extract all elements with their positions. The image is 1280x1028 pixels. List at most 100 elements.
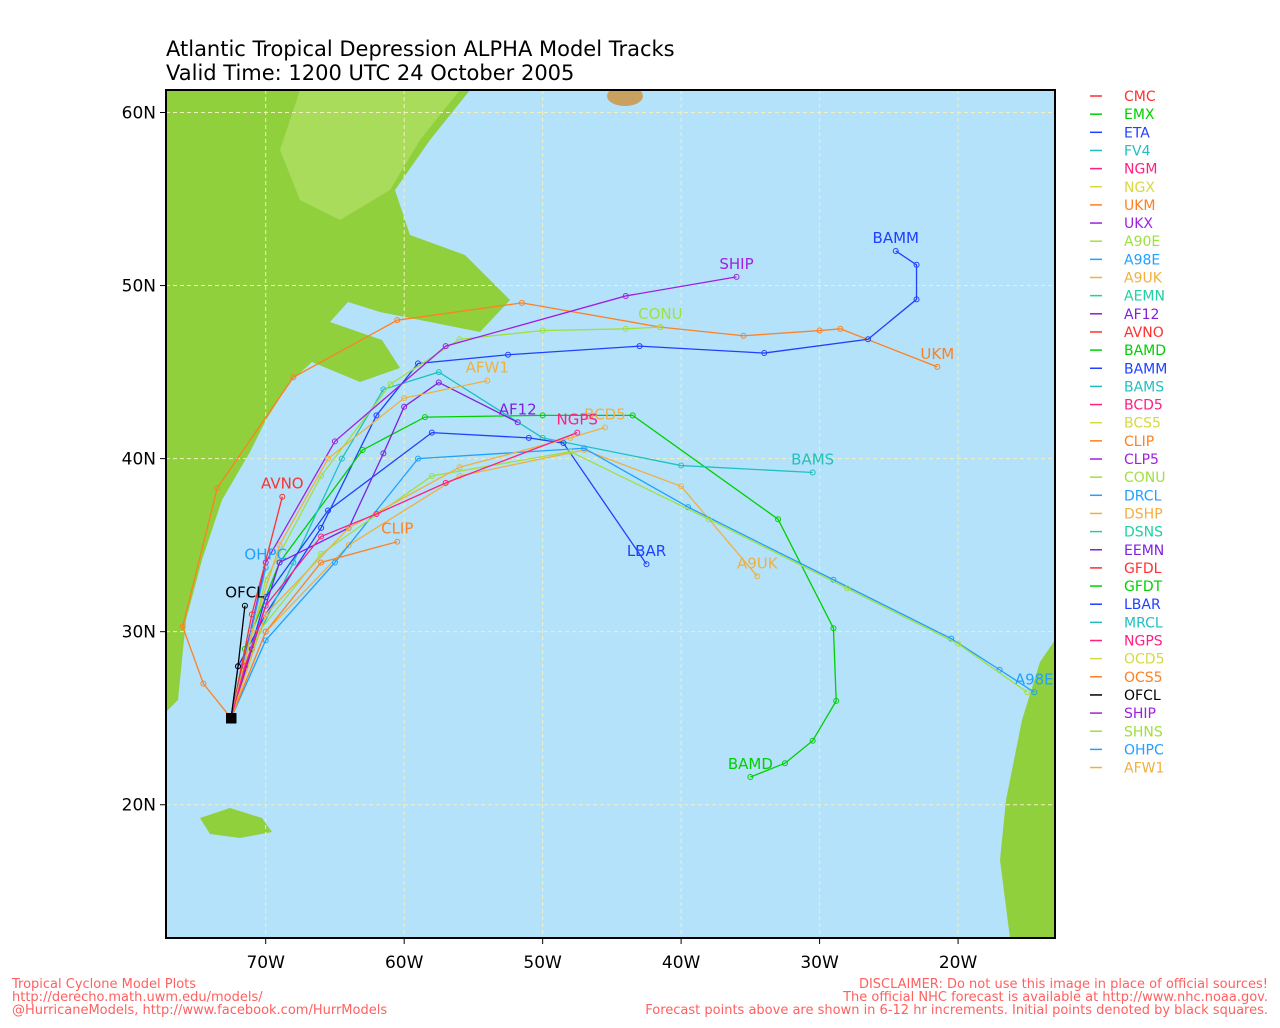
legend-label: CONU [1124,470,1166,486]
track-label: LBAR [627,542,666,560]
forecast-point [428,429,435,436]
forecast-point [241,602,248,609]
legend-label: BCD5 [1124,398,1163,414]
legend-label: MRCL [1124,615,1163,631]
legend-label: NGX [1124,180,1155,196]
initial-point [226,713,237,724]
track-line [230,431,648,719]
forecast-point [415,455,422,462]
track-label: A9UK [737,554,779,572]
legend-label: NGPS [1124,634,1163,650]
forecast-point [241,663,248,670]
legend-label: BCS5 [1124,416,1161,432]
forecast-point [262,637,269,644]
forecast-point [262,628,269,635]
track-line [230,432,578,719]
forecast-point [733,273,740,280]
forecast-point [518,299,525,306]
forecast-point [567,448,574,455]
forecast-point [401,403,408,410]
track-label: OFCL [225,584,265,602]
africa [1000,640,1055,938]
labrador [280,90,460,220]
forecast-point [318,524,325,531]
footer-right: DISCLAIMER: Do not use this image in pla… [859,977,1268,992]
track-label: BAMM [873,229,919,247]
forecast-point [456,464,463,471]
forecast-point [636,343,643,350]
legend-label: A90E [1124,234,1160,250]
legend-label: AEMN [1124,289,1165,305]
track-line [230,326,661,719]
track-line [230,541,398,719]
legend-label: CLIP [1124,434,1154,450]
forecast-point [581,445,588,452]
forecast-point [179,623,186,630]
x-tick-label: 40W [662,953,701,973]
forecast-point [394,538,401,545]
forecast-point [747,774,754,781]
footer-left: @HurricaneModels, http://www.facebook.co… [12,1003,387,1018]
forecast-point [525,434,532,441]
forecast-point [574,429,581,436]
forecast-point [318,533,325,540]
forecast-point [276,559,283,566]
forecast-point [622,292,629,299]
forecast-point [279,493,286,500]
legend-label: A9UK [1124,271,1163,287]
title: Atlantic Tropical Depression ALPHA Model… [166,37,675,61]
track-line [230,276,737,719]
ticks: 70W 60W 50W 40W 30W 20W 20N 30N 40N 50N 60N [122,103,978,973]
forecast-point [435,379,442,386]
legend-label: NGM [1124,162,1157,178]
forecast-point [345,542,352,549]
legend-label: BAMS [1124,379,1164,395]
forecast-point [833,697,840,704]
forecast-point [844,585,851,592]
forecast-point [338,455,345,462]
y-tick-label: 40N [122,450,156,470]
forecast-point [601,424,608,431]
forecast-point [816,327,823,334]
forecast-point [539,327,546,334]
forecast-point [394,317,401,324]
forecast-point [622,325,629,332]
forecast-point [359,446,366,453]
forecast-point [421,414,428,421]
track-label: NGPS [557,411,598,429]
legend-label: DSHP [1124,506,1163,522]
track-line [230,605,246,719]
north-america [166,90,510,712]
forecast-point [913,261,920,268]
track-line [181,302,938,719]
forecast-point [505,351,512,358]
track-label: BAMS [791,450,834,468]
land [166,90,1055,938]
forecast-point [248,628,255,635]
forecast-point [325,507,332,514]
forecast-point [514,419,521,426]
footer: Tropical Cyclone Model Plotshttp://derec… [11,977,1268,1018]
forecast-point [373,412,380,419]
legend-label: SHIP [1124,706,1156,722]
forecast-point [262,602,269,609]
map-frame [165,89,1056,939]
forecast-point [809,469,816,476]
forecast-point [331,438,338,445]
track-label: AF12 [499,400,537,418]
forecast-point [705,516,712,523]
forecast-point [865,336,872,343]
legend-label: FV4 [1124,143,1151,159]
forecast-point [781,760,788,767]
forecast-point [560,440,567,447]
track-line [230,371,813,719]
forecast-point [401,395,408,402]
legend-label: GFDT [1124,579,1163,595]
legend-label: DRCL [1124,488,1162,504]
subtitle: Valid Time: 1200 UTC 24 October 2005 [166,61,574,85]
track-label: A98E [1015,670,1054,688]
legend-label: LBAR [1124,597,1161,613]
forecast-point [830,625,837,632]
